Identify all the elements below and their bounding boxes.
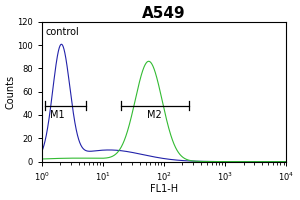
X-axis label: FL1-H: FL1-H [150, 184, 178, 194]
Title: A549: A549 [142, 6, 186, 21]
Y-axis label: Counts: Counts [6, 75, 16, 109]
Text: M1: M1 [50, 110, 64, 120]
Text: M2: M2 [148, 110, 162, 120]
Text: control: control [45, 27, 79, 37]
